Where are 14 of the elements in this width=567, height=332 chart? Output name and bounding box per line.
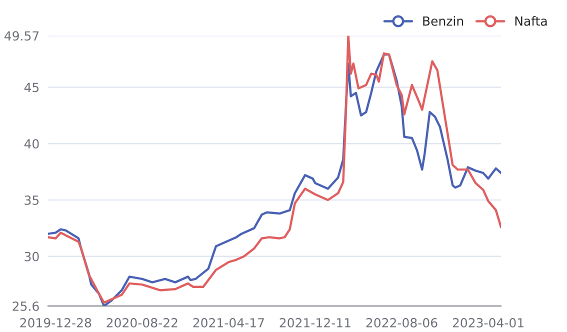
x-tick-label: 2021-04-17 bbox=[193, 318, 264, 328]
y-tick-label: 25.6 bbox=[12, 301, 39, 311]
y-tick-label: 35 bbox=[24, 195, 39, 205]
x-tick-label: 2023-04-01 bbox=[452, 318, 524, 328]
y-tick-label: 45 bbox=[24, 82, 39, 92]
x-tick-label: 2022-08-06 bbox=[366, 318, 438, 328]
legend-label: Benzin bbox=[423, 16, 464, 26]
x-tick-label: 2020-08-22 bbox=[106, 318, 178, 328]
y-tick-label: 30 bbox=[24, 252, 39, 262]
y-tick-label: 40 bbox=[24, 139, 39, 149]
y-tick-label: 49.57 bbox=[4, 31, 39, 41]
x-tick-label: 2019-12-28 bbox=[20, 318, 92, 328]
legend-label: Nafta bbox=[515, 16, 547, 26]
x-tick-label: 2021-12-11 bbox=[280, 318, 350, 328]
